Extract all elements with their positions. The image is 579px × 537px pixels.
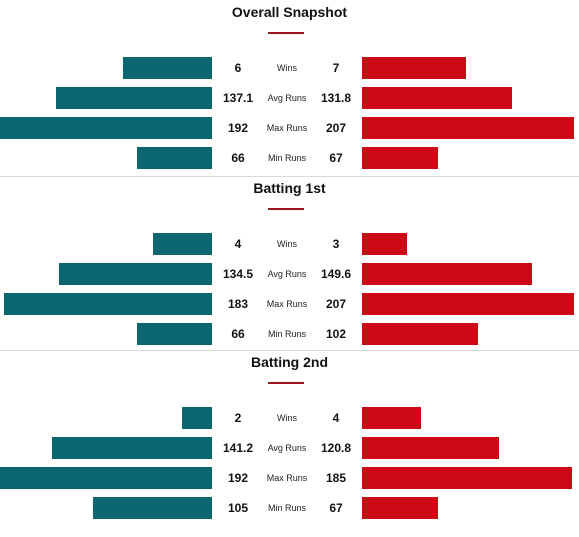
left-team-value: 141.2 [222, 441, 254, 455]
right-team-value: 207 [325, 297, 347, 311]
stat-row: 141.2 Avg Runs 120.8 [0, 437, 579, 459]
left-team-bar [152, 233, 212, 255]
left-team-bar [182, 407, 212, 429]
stat-row: 6 Wins 7 [0, 57, 579, 79]
stat-label: Avg Runs [267, 93, 307, 103]
left-team-value: 66 [231, 151, 245, 165]
left-team-value: 183 [227, 297, 249, 311]
section-title: Batting 1st [253, 180, 326, 196]
right-team-bar [362, 497, 439, 519]
stat-row: 66 Min Runs 102 [0, 323, 579, 345]
section-title-underline [268, 208, 304, 210]
left-team-bar [56, 87, 212, 109]
stat-label: Wins [277, 63, 297, 73]
right-team-value: 120.8 [320, 441, 352, 455]
right-team-bar [362, 407, 422, 429]
left-team-bar [92, 497, 212, 519]
stat-row: 183 Max Runs 207 [0, 293, 579, 315]
left-team-bar [137, 147, 212, 169]
section-divider [0, 350, 579, 351]
left-team-bar [0, 117, 212, 139]
right-team-bar [362, 293, 574, 315]
left-team-value: 192 [227, 471, 249, 485]
right-team-bar [362, 467, 573, 489]
stat-label: Max Runs [266, 123, 308, 133]
right-team-bar [362, 323, 478, 345]
left-team-bar [51, 437, 212, 459]
left-team-bar [122, 57, 212, 79]
left-team-value: 6 [234, 61, 242, 75]
left-team-value: 134.5 [222, 267, 254, 281]
left-team-value: 66 [231, 327, 245, 341]
right-team-bar [362, 263, 532, 285]
stat-row: 192 Max Runs 185 [0, 467, 579, 489]
section-divider [0, 176, 579, 177]
section-title: Batting 2nd [251, 354, 328, 370]
right-team-value: 3 [332, 237, 340, 251]
right-team-value: 7 [332, 61, 340, 75]
stat-row: 4 Wins 3 [0, 233, 579, 255]
left-team-value: 192 [227, 121, 249, 135]
stat-label: Avg Runs [267, 269, 307, 279]
stat-label: Max Runs [266, 299, 308, 309]
right-team-value: 131.8 [320, 91, 352, 105]
stat-row: 137.1 Avg Runs 131.8 [0, 87, 579, 109]
right-team-value: 102 [325, 327, 347, 341]
stat-label: Wins [277, 413, 297, 423]
stat-label: Min Runs [267, 503, 306, 513]
left-team-value: 105 [227, 501, 249, 515]
left-team-bar [59, 263, 212, 285]
right-team-bar [362, 147, 439, 169]
right-team-value: 185 [325, 471, 347, 485]
section-title-underline [268, 382, 304, 384]
left-team-value: 2 [234, 411, 242, 425]
left-team-value: 137.1 [222, 91, 254, 105]
right-team-bar [362, 233, 407, 255]
stat-label: Min Runs [267, 329, 306, 339]
stat-row: 2 Wins 4 [0, 407, 579, 429]
right-team-bar [362, 437, 500, 459]
right-team-bar [362, 87, 512, 109]
section-title: Overall Snapshot [231, 4, 348, 20]
left-team-bar [137, 323, 212, 345]
stat-label: Max Runs [266, 473, 308, 483]
stat-row: 105 Min Runs 67 [0, 497, 579, 519]
right-team-value: 67 [329, 501, 343, 515]
right-team-value: 207 [325, 121, 347, 135]
stat-row: 192 Max Runs 207 [0, 117, 579, 139]
left-team-value: 4 [234, 237, 242, 251]
left-team-bar [4, 293, 212, 315]
left-team-bar [0, 467, 212, 489]
right-team-bar [362, 57, 466, 79]
section-title-underline [268, 32, 304, 34]
right-team-value: 149.6 [320, 267, 352, 281]
right-team-value: 67 [329, 151, 343, 165]
stat-label: Min Runs [267, 153, 306, 163]
stat-label: Avg Runs [267, 443, 307, 453]
stat-row: 66 Min Runs 67 [0, 147, 579, 169]
stat-label: Wins [277, 239, 297, 249]
right-team-bar [362, 117, 574, 139]
right-team-value: 4 [332, 411, 340, 425]
stat-row: 134.5 Avg Runs 149.6 [0, 263, 579, 285]
